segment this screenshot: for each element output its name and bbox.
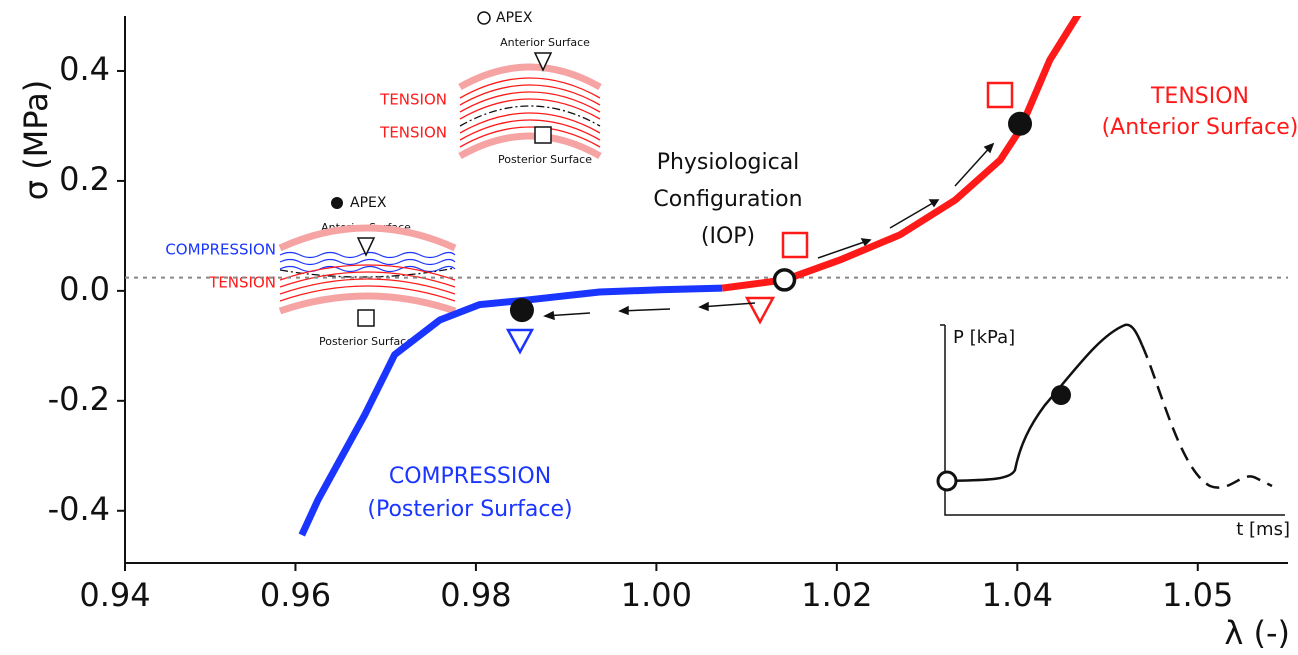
posterior-label: Posterior Surface xyxy=(498,153,592,166)
anterior-label: Anterior Surface xyxy=(500,36,590,49)
tension-label: TENSION xyxy=(379,91,447,109)
layer xyxy=(458,132,602,160)
apex-label: APEX xyxy=(496,10,533,26)
layer xyxy=(458,63,602,91)
y-axis-label: σ (MPa) xyxy=(17,80,55,201)
x-tick-label: 1.04 xyxy=(982,576,1053,614)
compression-label: COMPRESSION xyxy=(165,241,276,259)
triangle-icon xyxy=(744,296,776,325)
x-tick-label: 0.98 xyxy=(440,576,511,614)
state-point xyxy=(1008,111,1033,136)
annotation: (IOP) xyxy=(701,224,755,249)
apex-label: APEX xyxy=(350,195,387,211)
apex-icon xyxy=(331,197,343,209)
arrow-head xyxy=(860,142,995,247)
series-line xyxy=(298,284,723,537)
annotation: COMPRESSION xyxy=(389,464,551,489)
square-icon xyxy=(357,309,375,327)
inset-tension: APEX Anterior Surface TENSION TENSION Po… xyxy=(379,10,602,166)
x-tick-label: 0.96 xyxy=(260,576,331,614)
tension-label: TENSION xyxy=(379,124,447,142)
x-axis-label: λ (-) xyxy=(1224,614,1290,652)
apex-icon xyxy=(477,11,491,25)
inset-compression: APEX Anterior Surface COMPRESSION TENSIO… xyxy=(165,195,457,348)
y-tick-label: 0.0 xyxy=(59,270,110,308)
tension-label: TENSION xyxy=(208,274,276,292)
pressure-curve-dashed xyxy=(1140,344,1273,489)
series-line xyxy=(721,16,1082,292)
chart-icons xyxy=(505,81,1014,355)
posterior-label: Posterior Surface xyxy=(319,335,413,348)
inset-x-label: t [ms] xyxy=(1236,519,1290,540)
layer xyxy=(278,224,457,252)
y-tick-label: 0.4 xyxy=(59,50,110,88)
inset-y-label: P [kPa] xyxy=(953,327,1015,348)
annotation: TENSION xyxy=(1150,84,1249,109)
square-icon xyxy=(781,231,809,259)
square-icon xyxy=(534,126,552,144)
y-tick-label: -0.2 xyxy=(48,380,110,418)
triangle-icon xyxy=(533,52,553,72)
arrow xyxy=(817,143,994,259)
pressure-point xyxy=(936,470,958,492)
plot-area xyxy=(298,16,1082,537)
x-tick-label: 1.05 xyxy=(1162,576,1233,614)
annotation: Configuration xyxy=(653,187,802,212)
arrow-head xyxy=(543,301,709,321)
layer xyxy=(279,264,456,302)
x-tick-label: 0.94 xyxy=(79,576,150,614)
square-icon xyxy=(986,81,1014,109)
annotation: (Anterior Surface) xyxy=(1102,115,1298,140)
y-tick-label: 0.2 xyxy=(59,160,110,198)
state-point xyxy=(509,298,534,323)
state-point xyxy=(772,268,797,292)
mid-line xyxy=(459,105,601,127)
pressure-curve xyxy=(947,323,1144,483)
triangle-icon xyxy=(356,237,376,257)
pressure-inset: P [kPa] t [ms] xyxy=(936,323,1290,540)
annotation: (Posterior Surface) xyxy=(367,497,572,522)
y-tick-label: -0.4 xyxy=(48,490,110,528)
arrow xyxy=(544,302,756,317)
pressure-point xyxy=(1051,385,1071,405)
x-tick-label: 1.02 xyxy=(801,576,872,614)
layer xyxy=(278,292,457,315)
layer xyxy=(279,251,456,273)
inset-axes xyxy=(944,325,1285,516)
layer xyxy=(459,77,601,148)
annotation: Physiological xyxy=(657,150,800,175)
x-tick-label: 1.00 xyxy=(621,576,692,614)
triangle-icon xyxy=(505,328,535,355)
